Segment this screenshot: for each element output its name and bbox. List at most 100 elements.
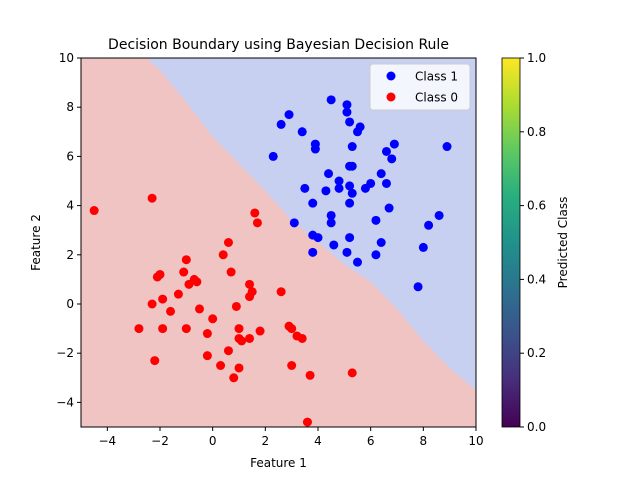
x-tick-label: 10 — [468, 434, 483, 448]
x-axis-ticks: −4 −2 0 2 4 6 8 10 — [98, 427, 484, 448]
point-class-0 — [150, 356, 160, 366]
point-class-0 — [181, 255, 191, 265]
point-class-0 — [234, 363, 244, 373]
point-class-1 — [360, 183, 370, 193]
point-class-0 — [255, 326, 265, 336]
point-class-1 — [284, 110, 294, 120]
point-class-1 — [381, 146, 391, 156]
point-class-1 — [313, 233, 323, 243]
colorbar-label: Predicted Class — [556, 197, 570, 289]
y-tick-label: 8 — [66, 100, 74, 114]
point-class-1 — [308, 198, 318, 208]
point-class-1 — [353, 127, 362, 137]
point-class-0 — [250, 208, 260, 218]
point-class-0 — [223, 238, 233, 247]
point-class-1 — [371, 250, 381, 260]
point-class-0 — [229, 373, 239, 383]
point-class-0 — [152, 272, 162, 282]
point-class-1 — [347, 188, 357, 198]
point-class-0 — [195, 304, 204, 314]
x-tick-label: 8 — [420, 434, 428, 448]
x-tick-label: 4 — [314, 434, 322, 448]
point-class-1 — [310, 144, 320, 154]
point-class-1 — [342, 100, 352, 110]
point-class-1 — [345, 198, 355, 208]
point-class-1 — [345, 233, 355, 243]
point-class-1 — [384, 203, 394, 213]
colorbar-tick-label: 0.0 — [527, 420, 546, 434]
point-class-1 — [324, 169, 334, 179]
point-class-0 — [302, 417, 312, 427]
y-tick-label: 2 — [66, 248, 74, 262]
point-class-0 — [287, 361, 297, 370]
point-class-1 — [424, 220, 434, 230]
point-class-1 — [345, 181, 355, 191]
point-class-1 — [347, 161, 357, 171]
y-tick-label: −4 — [56, 395, 74, 409]
colorbar: 0.0 0.2 0.4 0.6 0.8 1.0 Predicted Class — [501, 51, 570, 434]
point-class-0 — [134, 324, 144, 334]
colorbar-tick-label: 1.0 — [527, 51, 546, 65]
point-class-1 — [326, 210, 336, 220]
colorbar-tick-label: 0.4 — [527, 272, 546, 286]
point-class-1 — [321, 186, 331, 196]
point-class-0 — [234, 324, 244, 334]
point-class-0 — [226, 267, 236, 277]
point-class-1 — [300, 183, 310, 193]
point-class-1 — [334, 176, 344, 186]
y-tick-label: 10 — [59, 51, 74, 65]
point-class-1 — [442, 142, 452, 152]
point-class-1 — [342, 107, 352, 117]
point-class-0 — [245, 333, 255, 343]
point-class-0 — [252, 218, 262, 228]
point-class-0 — [287, 324, 297, 334]
point-class-1 — [334, 183, 344, 193]
point-class-0 — [202, 351, 212, 361]
point-class-0 — [237, 336, 247, 346]
colorbar-tick-label: 0.2 — [527, 346, 546, 360]
point-class-1 — [326, 218, 336, 228]
point-class-0 — [158, 294, 168, 304]
y-tick-label: −2 — [56, 346, 74, 360]
point-class-0 — [184, 279, 194, 289]
x-tick-label: −2 — [151, 434, 169, 448]
point-class-1 — [381, 178, 391, 188]
point-class-0 — [347, 368, 357, 378]
point-class-1 — [289, 218, 299, 228]
data-points — [89, 95, 452, 427]
point-class-1 — [342, 247, 352, 257]
legend-marker-class-1 — [386, 71, 396, 81]
point-class-0 — [181, 324, 191, 334]
point-class-1 — [326, 95, 336, 105]
plot-frame — [80, 57, 477, 428]
point-class-0 — [208, 314, 218, 324]
point-class-1 — [329, 240, 339, 250]
colorbar-ticks: 0.0 0.2 0.4 0.6 0.8 1.0 — [520, 51, 546, 434]
y-axis-label: Feature 2 — [29, 214, 43, 271]
point-class-1 — [434, 210, 444, 220]
point-class-0 — [231, 301, 241, 311]
point-class-0 — [305, 370, 315, 380]
point-class-1 — [376, 238, 386, 247]
legend-marker-class-0 — [386, 92, 396, 102]
point-class-0 — [245, 279, 255, 289]
point-class-1 — [308, 247, 318, 257]
colorbar-tick-label: 0.6 — [527, 199, 546, 213]
x-axis-label: Feature 1 — [250, 456, 307, 470]
point-class-1 — [371, 215, 381, 225]
x-tick-label: 2 — [262, 434, 270, 448]
point-class-1 — [389, 139, 399, 149]
point-class-0 — [147, 193, 157, 203]
y-tick-label: 0 — [66, 297, 74, 311]
colorbar-tick-label: 0.8 — [527, 125, 546, 139]
point-class-0 — [173, 289, 183, 299]
point-class-0 — [147, 299, 157, 309]
x-tick-label: 0 — [209, 434, 217, 448]
point-class-1 — [268, 151, 278, 161]
point-class-0 — [216, 361, 226, 370]
point-class-0 — [166, 306, 176, 316]
point-class-1 — [353, 257, 362, 267]
legend: Class 1 Class 0 — [369, 63, 471, 111]
